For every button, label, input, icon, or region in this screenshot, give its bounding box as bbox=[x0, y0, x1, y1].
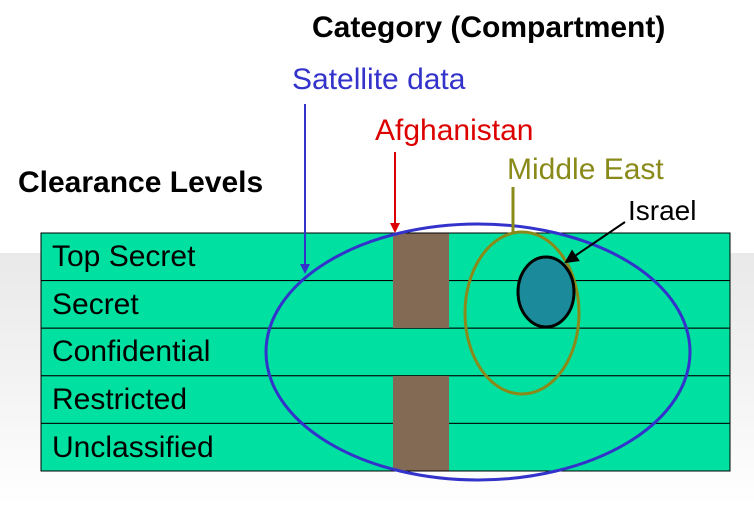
afghanistan-label: Afghanistan bbox=[375, 114, 534, 147]
israel-ellipse bbox=[516, 255, 576, 329]
level-row-top-secret bbox=[40, 232, 731, 282]
level-row-unclassified bbox=[40, 422, 731, 472]
level-label-secret: Secret bbox=[52, 288, 139, 321]
middle-east-label: Middle East bbox=[507, 153, 664, 186]
middle-east-ellipse bbox=[463, 230, 581, 396]
clearance-levels-title: Clearance Levels bbox=[18, 166, 264, 199]
category-title: Category (Compartment) bbox=[312, 11, 666, 44]
level-label-top-secret: Top Secret bbox=[52, 240, 196, 273]
israel-pointer bbox=[564, 221, 626, 264]
level-rows bbox=[40, 232, 731, 472]
satellite-data-label: Satellite data bbox=[292, 63, 466, 96]
level-label-restricted: Restricted bbox=[52, 383, 188, 416]
afghanistan-band-bottom bbox=[393, 376, 449, 471]
afghanistan-band-top bbox=[393, 233, 449, 328]
israel-label: Israel bbox=[628, 195, 697, 226]
satellite-data-ellipse bbox=[264, 222, 692, 482]
level-row-secret bbox=[40, 280, 731, 329]
level-label-confidential: Confidential bbox=[52, 335, 211, 368]
level-label-unclassified: Unclassified bbox=[52, 431, 214, 464]
